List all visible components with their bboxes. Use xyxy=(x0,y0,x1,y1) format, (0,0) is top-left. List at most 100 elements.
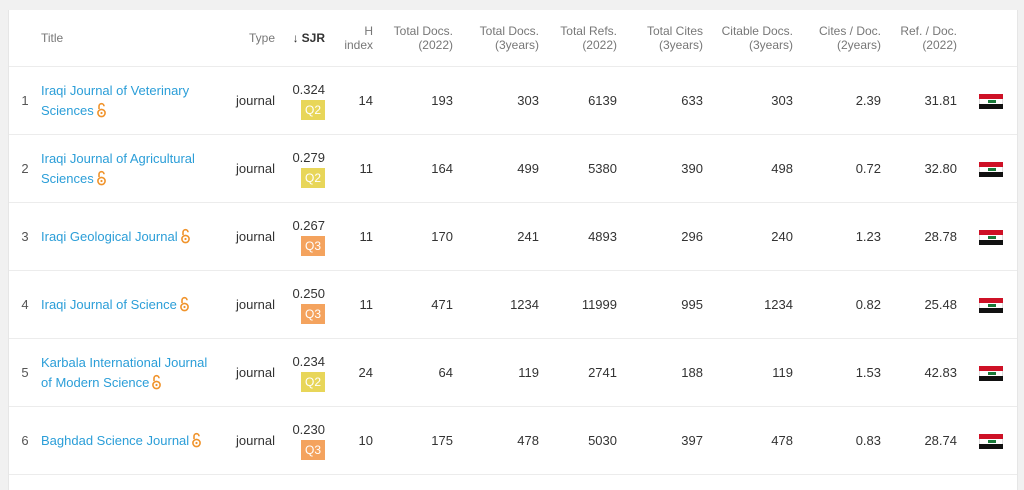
refs-per-doc-cell: 32.80 xyxy=(889,134,965,203)
cites-per-doc-cell: 0.72 xyxy=(801,134,889,203)
journal-title-link[interactable]: Iraqi Journal of Science xyxy=(41,296,189,312)
h-index-cell: 24 xyxy=(331,338,381,407)
sjr-value: 0.279 xyxy=(292,149,325,165)
country-cell xyxy=(965,66,1017,135)
rank-cell: 2 xyxy=(9,134,41,203)
sort-down-arrow-icon: ↓ xyxy=(292,31,299,45)
header-refs-per-doc-2022[interactable]: Ref. / Doc. (2022) xyxy=(889,10,965,67)
quartile-badge: Q3 xyxy=(301,439,325,460)
type-cell: journal xyxy=(213,406,277,475)
quartile-badge: Q3 xyxy=(301,235,325,256)
iraq-flag-icon xyxy=(979,93,1003,109)
journal-title-link[interactable]: Iraqi Geological Journal xyxy=(41,228,190,244)
rank-cell: 6 xyxy=(9,406,41,475)
rank-cell: 4 xyxy=(9,270,41,339)
header-citable-docs-3years[interactable]: Citable Docs. (3years) xyxy=(711,10,801,67)
citable-docs-cell: 119 xyxy=(711,338,801,407)
total-docs-2022-cell: 170 xyxy=(381,202,461,271)
total-docs-3years-cell: 499 xyxy=(461,134,547,203)
header-sjr[interactable]: ↓ SJR xyxy=(277,10,331,67)
country-cell xyxy=(965,134,1017,203)
header-total-refs-2022[interactable]: Total Refs. (2022) xyxy=(547,10,625,67)
country-cell xyxy=(965,406,1017,475)
header-type[interactable]: Type xyxy=(213,10,277,67)
total-refs-cell: 5380 xyxy=(547,134,625,203)
cites-per-doc-cell: 0.83 xyxy=(801,406,889,475)
sjr-value: 0.250 xyxy=(292,285,325,301)
total-cites-cell: 995 xyxy=(625,270,711,339)
rank-cell: 3 xyxy=(9,202,41,271)
journal-title-link[interactable]: Karbala International Journal of Modern S… xyxy=(41,355,207,390)
title-cell: Iraqi Journal of Agricultural Sciences xyxy=(41,134,213,203)
header-total-docs-3years[interactable]: Total Docs. (3years) xyxy=(461,10,547,67)
rank-cell: 1 xyxy=(9,66,41,135)
type-cell: journal xyxy=(213,338,277,407)
total-refs-cell: 4893 xyxy=(547,202,625,271)
h-index-cell: 11 xyxy=(331,202,381,271)
title-cell: Iraqi Geological Journal xyxy=(41,202,213,271)
cites-per-doc-cell: 0.82 xyxy=(801,270,889,339)
total-refs-cell: 6139 xyxy=(547,66,625,135)
journal-title-link[interactable]: Iraqi Journal of Veterinary Sciences xyxy=(41,83,189,118)
total-refs-cell: 2741 xyxy=(547,338,625,407)
sjr-cell: 0.230 Q3 xyxy=(277,406,331,475)
citable-docs-cell: 303 xyxy=(711,66,801,135)
journal-title-line: Iraqi Journal of Veterinary xyxy=(41,82,190,98)
header-country xyxy=(965,10,1017,67)
refs-per-doc-cell: 31.81 xyxy=(889,66,965,135)
total-docs-2022-cell: 64 xyxy=(381,338,461,407)
journal-title-link[interactable]: Iraqi Journal of Agricultural Sciences xyxy=(41,151,195,186)
rank-cell: 5 xyxy=(9,338,41,407)
title-cell: Baghdad Science Journal xyxy=(41,406,213,475)
open-access-icon xyxy=(180,228,190,243)
table-row[interactable]: 5 Karbala International Journal of Modern… xyxy=(9,338,1017,407)
type-cell: journal xyxy=(213,202,277,271)
journal-title-line: Iraqi Journal of Science xyxy=(41,296,177,312)
journal-title-link[interactable]: Baghdad Science Journal xyxy=(41,432,202,448)
total-docs-2022-cell: 471 xyxy=(381,270,461,339)
total-cites-cell: 296 xyxy=(625,202,711,271)
table-row[interactable]: 2 Iraqi Journal of Agricultural Sciences … xyxy=(9,134,1017,203)
country-cell xyxy=(965,202,1017,271)
total-refs-cell: 5030 xyxy=(547,406,625,475)
h-index-cell: 14 xyxy=(331,66,381,135)
header-title[interactable]: Title xyxy=(41,10,213,67)
journal-title-line: Karbala International Journal xyxy=(41,354,208,370)
table-row[interactable]: 3 Iraqi Geological Journal journal 0.267… xyxy=(9,202,1017,271)
table-row[interactable]: 1 Iraqi Journal of Veterinary Sciences jo… xyxy=(9,66,1017,135)
total-docs-2022-cell: 175 xyxy=(381,406,461,475)
total-cites-cell: 397 xyxy=(625,406,711,475)
refs-per-doc-cell: 28.74 xyxy=(889,406,965,475)
refs-per-doc-cell: 42.83 xyxy=(889,338,965,407)
table-row[interactable]: 6 Baghdad Science Journal journal 0.230 … xyxy=(9,406,1017,475)
sjr-cell: 0.279 Q2 xyxy=(277,134,331,203)
open-access-icon xyxy=(96,102,106,117)
sjr-value: 0.234 xyxy=(292,353,325,369)
header-total-docs-2022[interactable]: Total Docs. (2022) xyxy=(381,10,461,67)
sjr-value: 0.324 xyxy=(292,81,325,97)
table-row[interactable]: 4 Iraqi Journal of Science journal 0.250… xyxy=(9,270,1017,339)
sjr-cell: 0.234 Q2 xyxy=(277,338,331,407)
journal-title-line: Sciences xyxy=(41,170,94,186)
header-total-cites-3years[interactable]: Total Cites (3years) xyxy=(625,10,711,67)
header-cites-per-doc-2years[interactable]: Cites / Doc. (2years) xyxy=(801,10,889,67)
total-cites-cell: 390 xyxy=(625,134,711,203)
header-rank xyxy=(9,10,41,67)
citable-docs-cell: 498 xyxy=(711,134,801,203)
table-body: 1 Iraqi Journal of Veterinary Sciences jo… xyxy=(9,66,1017,475)
iraq-flag-icon xyxy=(979,229,1003,245)
refs-per-doc-cell: 28.78 xyxy=(889,202,965,271)
h-index-cell: 10 xyxy=(331,406,381,475)
h-index-cell: 11 xyxy=(331,270,381,339)
total-cites-cell: 188 xyxy=(625,338,711,407)
quartile-badge: Q2 xyxy=(301,99,325,120)
quartile-badge: Q3 xyxy=(301,303,325,324)
citable-docs-cell: 1234 xyxy=(711,270,801,339)
title-cell: Iraqi Journal of Science xyxy=(41,270,213,339)
journal-title-line: of Modern Science xyxy=(41,374,150,390)
journal-title-line: Iraqi Journal of Agricultural xyxy=(41,150,195,166)
open-access-icon xyxy=(179,296,189,311)
country-cell xyxy=(965,270,1017,339)
